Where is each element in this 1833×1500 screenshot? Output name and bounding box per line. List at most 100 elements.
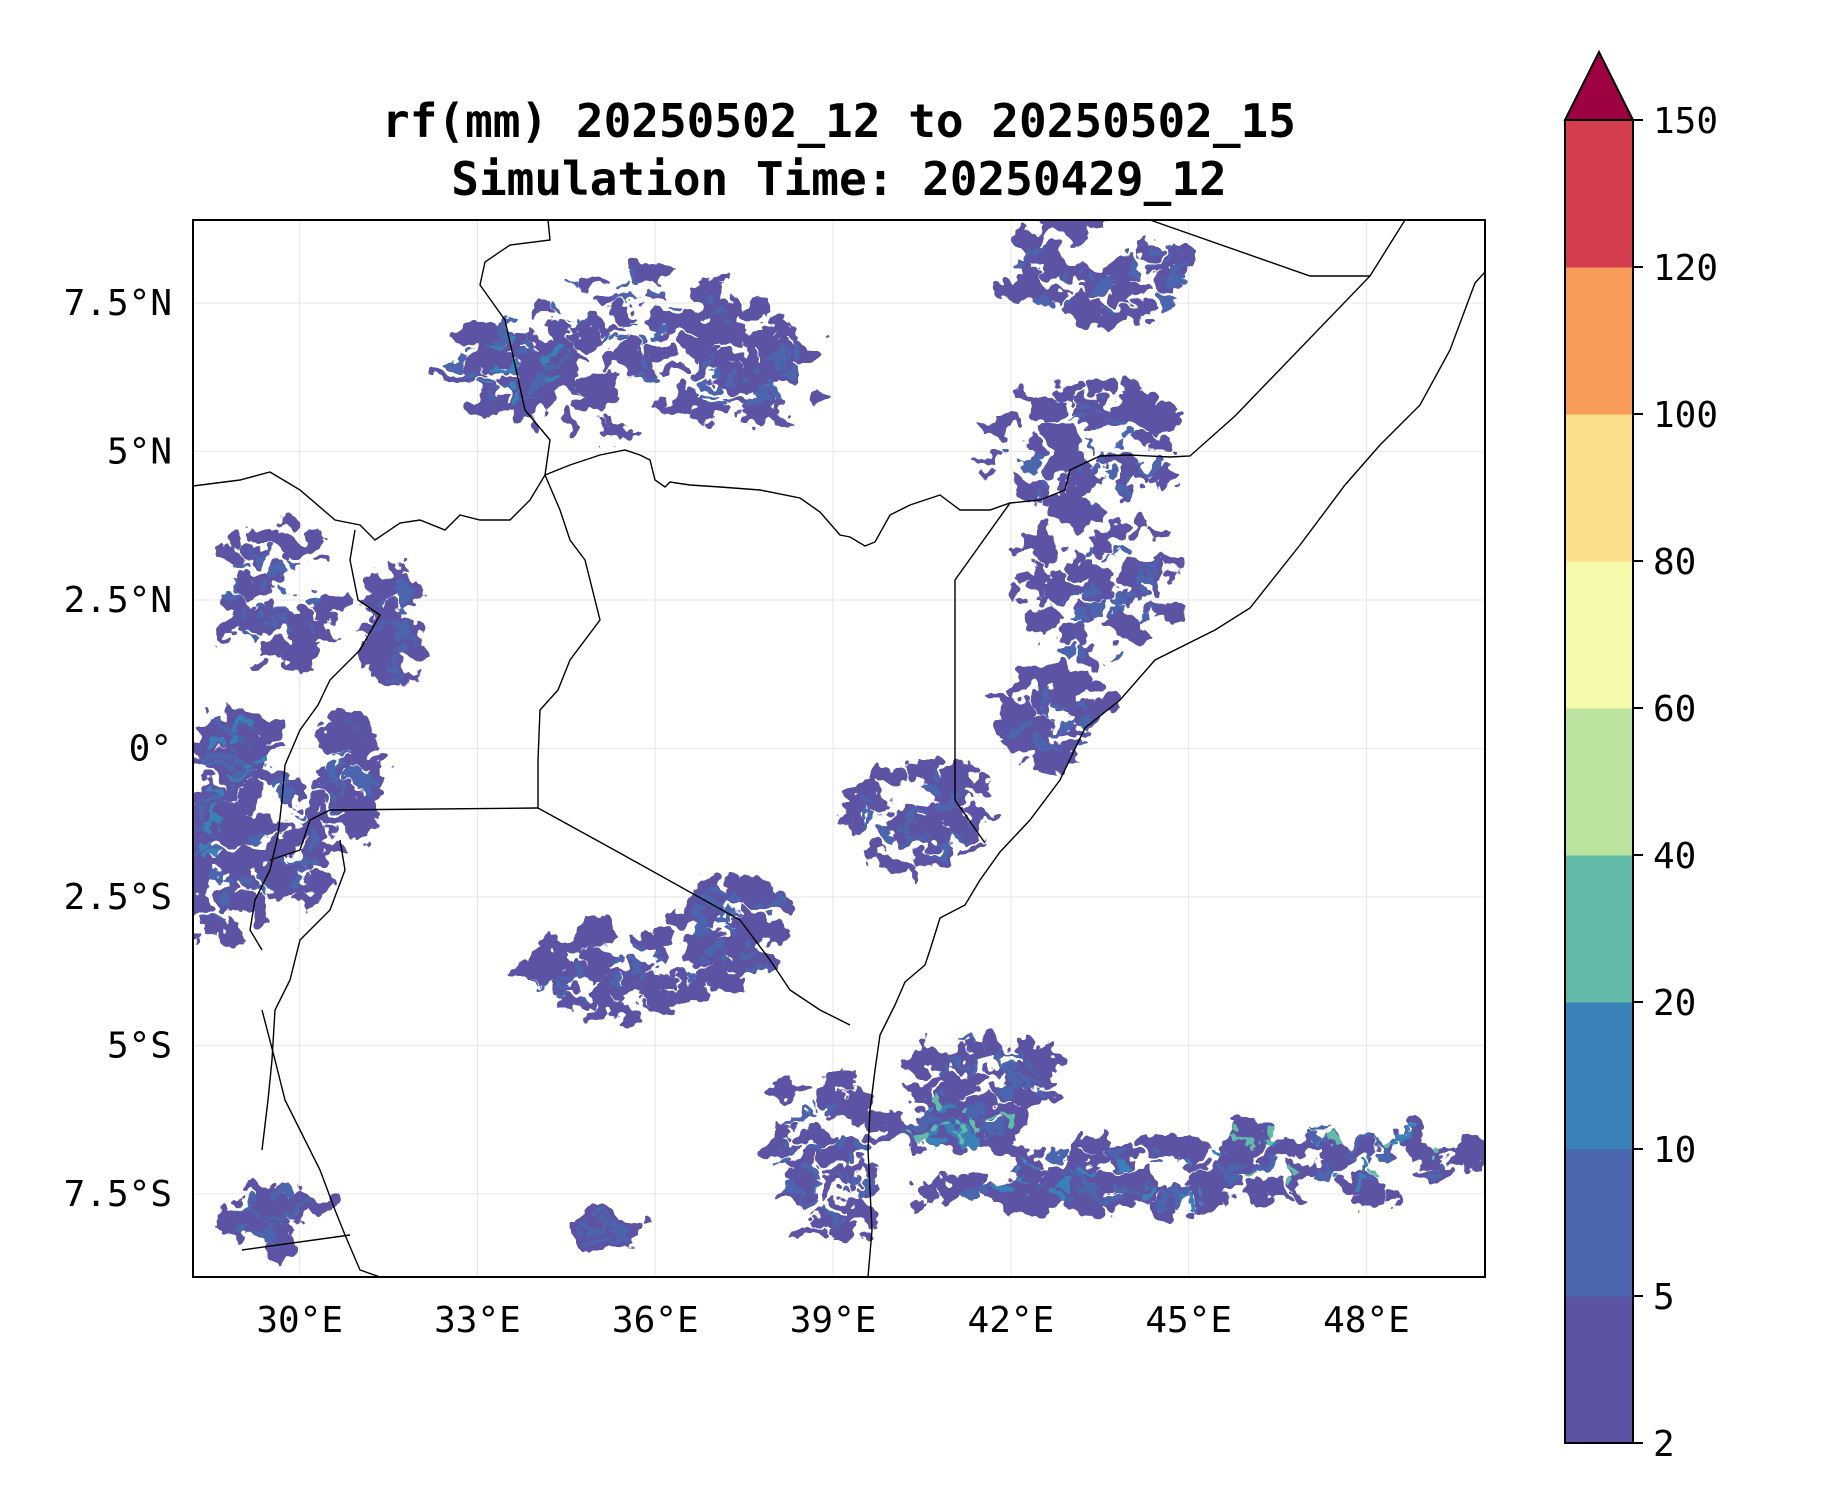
rain-patch bbox=[260, 870, 268, 877]
rain-patch bbox=[1096, 462, 1107, 474]
rain-patch bbox=[1087, 377, 1115, 402]
rain-patch bbox=[196, 810, 210, 819]
rain-patch bbox=[210, 764, 229, 775]
rain-patch bbox=[385, 563, 406, 585]
rain-patch bbox=[753, 389, 769, 402]
rain-patch bbox=[236, 580, 243, 588]
rain-patch bbox=[1332, 1172, 1342, 1178]
rain-patch bbox=[573, 947, 590, 953]
rain-patch bbox=[1039, 289, 1069, 298]
rain-patch bbox=[307, 832, 320, 842]
rain-patch bbox=[1049, 441, 1073, 453]
rain-patch bbox=[391, 635, 407, 640]
rain-patch bbox=[255, 608, 274, 614]
rain-patch bbox=[745, 965, 765, 972]
rain-patch bbox=[809, 1144, 818, 1157]
rain-patch bbox=[1246, 1178, 1261, 1199]
rain-patch bbox=[1024, 747, 1056, 770]
border-line bbox=[479, 220, 551, 476]
rain-patch bbox=[601, 360, 621, 371]
colorbar-tick-label: 5 bbox=[1653, 1277, 1675, 1318]
rain-patch bbox=[1151, 264, 1164, 277]
rain-patch bbox=[665, 314, 681, 327]
rain-patch bbox=[1056, 1192, 1065, 1204]
rain-patch bbox=[1264, 1186, 1282, 1198]
rain-patch bbox=[1081, 550, 1095, 559]
rain-patch bbox=[1093, 278, 1111, 283]
rain-patch bbox=[930, 1095, 944, 1104]
rain-patch bbox=[867, 766, 904, 791]
rain-patch bbox=[1261, 1135, 1278, 1147]
rain-patch bbox=[1256, 1163, 1264, 1171]
rain-patch bbox=[1284, 1168, 1297, 1180]
rain-patch bbox=[681, 943, 722, 962]
rain-patch bbox=[828, 1217, 847, 1224]
rain-patch bbox=[406, 636, 418, 642]
rain-patch bbox=[938, 781, 955, 798]
rain-patch bbox=[1171, 264, 1189, 276]
lon-tick-label: 48°E bbox=[1323, 1300, 1410, 1341]
rain-patch bbox=[988, 717, 1023, 736]
rain-patch bbox=[1221, 1166, 1238, 1175]
rain-patch bbox=[779, 333, 797, 348]
rain-patch bbox=[680, 386, 700, 410]
rain-patch bbox=[1386, 1189, 1406, 1200]
rain-patch bbox=[992, 1106, 1030, 1131]
rain-patch bbox=[1366, 1159, 1373, 1169]
rain-patch bbox=[1073, 301, 1097, 327]
rain-patch bbox=[252, 655, 265, 668]
rain-patch bbox=[1374, 1147, 1385, 1159]
rain-patch bbox=[242, 1223, 250, 1233]
lon-tick-label: 39°E bbox=[790, 1300, 877, 1341]
rain-patch bbox=[389, 667, 403, 678]
rain-patch bbox=[1040, 402, 1056, 424]
rain-patch bbox=[691, 365, 717, 377]
rain-patch bbox=[1083, 1135, 1114, 1154]
rain-patch bbox=[1062, 1176, 1071, 1189]
rain-patch bbox=[1261, 1159, 1275, 1171]
rain-patch bbox=[716, 961, 728, 968]
rain-patch bbox=[822, 1071, 838, 1097]
lon-tick-label: 30°E bbox=[256, 1300, 343, 1341]
colorbar-tick-label: 120 bbox=[1653, 248, 1718, 289]
rain-patch bbox=[336, 805, 347, 810]
rain-patch bbox=[495, 337, 511, 345]
rain-patch bbox=[973, 1103, 988, 1112]
rain-patch bbox=[478, 385, 494, 392]
rain-patch bbox=[637, 338, 649, 346]
rain-patch bbox=[964, 1116, 976, 1122]
rain-patch bbox=[1018, 458, 1038, 468]
rain-patch bbox=[849, 1107, 863, 1125]
colorbar-segment bbox=[1565, 120, 1633, 268]
rain-patch bbox=[1012, 1039, 1042, 1049]
rain-patch bbox=[1055, 647, 1070, 659]
rain-patch bbox=[330, 780, 338, 791]
rain-patch bbox=[910, 1129, 924, 1139]
rain-patch bbox=[1154, 296, 1172, 306]
rain-patch bbox=[364, 756, 386, 772]
rain-patch bbox=[1090, 584, 1111, 606]
rain-patch bbox=[792, 1226, 826, 1237]
rain-patch bbox=[325, 709, 347, 730]
rain-patch bbox=[1100, 618, 1118, 633]
colorbar-tick-label: 100 bbox=[1653, 395, 1718, 436]
rain-patch bbox=[327, 763, 340, 776]
rain-patch bbox=[350, 771, 369, 782]
rain-patch bbox=[742, 338, 756, 349]
rain-patch bbox=[1302, 1129, 1322, 1140]
rain-patch bbox=[1142, 1190, 1152, 1201]
rain-patch bbox=[864, 817, 881, 830]
rain-patch bbox=[389, 592, 409, 600]
rain-patch bbox=[300, 530, 322, 547]
rain-patch bbox=[238, 1190, 259, 1199]
rain-patch bbox=[1051, 382, 1086, 402]
rain-patch bbox=[960, 1188, 981, 1197]
rain-patch bbox=[1097, 422, 1104, 428]
rain-patch bbox=[1109, 593, 1129, 604]
rain-patch bbox=[847, 1142, 867, 1153]
rain-patch bbox=[1146, 528, 1170, 539]
rain-patch bbox=[1034, 492, 1046, 500]
rain-patch bbox=[611, 1228, 620, 1239]
border-line bbox=[261, 839, 346, 1151]
rain-patch bbox=[583, 946, 614, 967]
